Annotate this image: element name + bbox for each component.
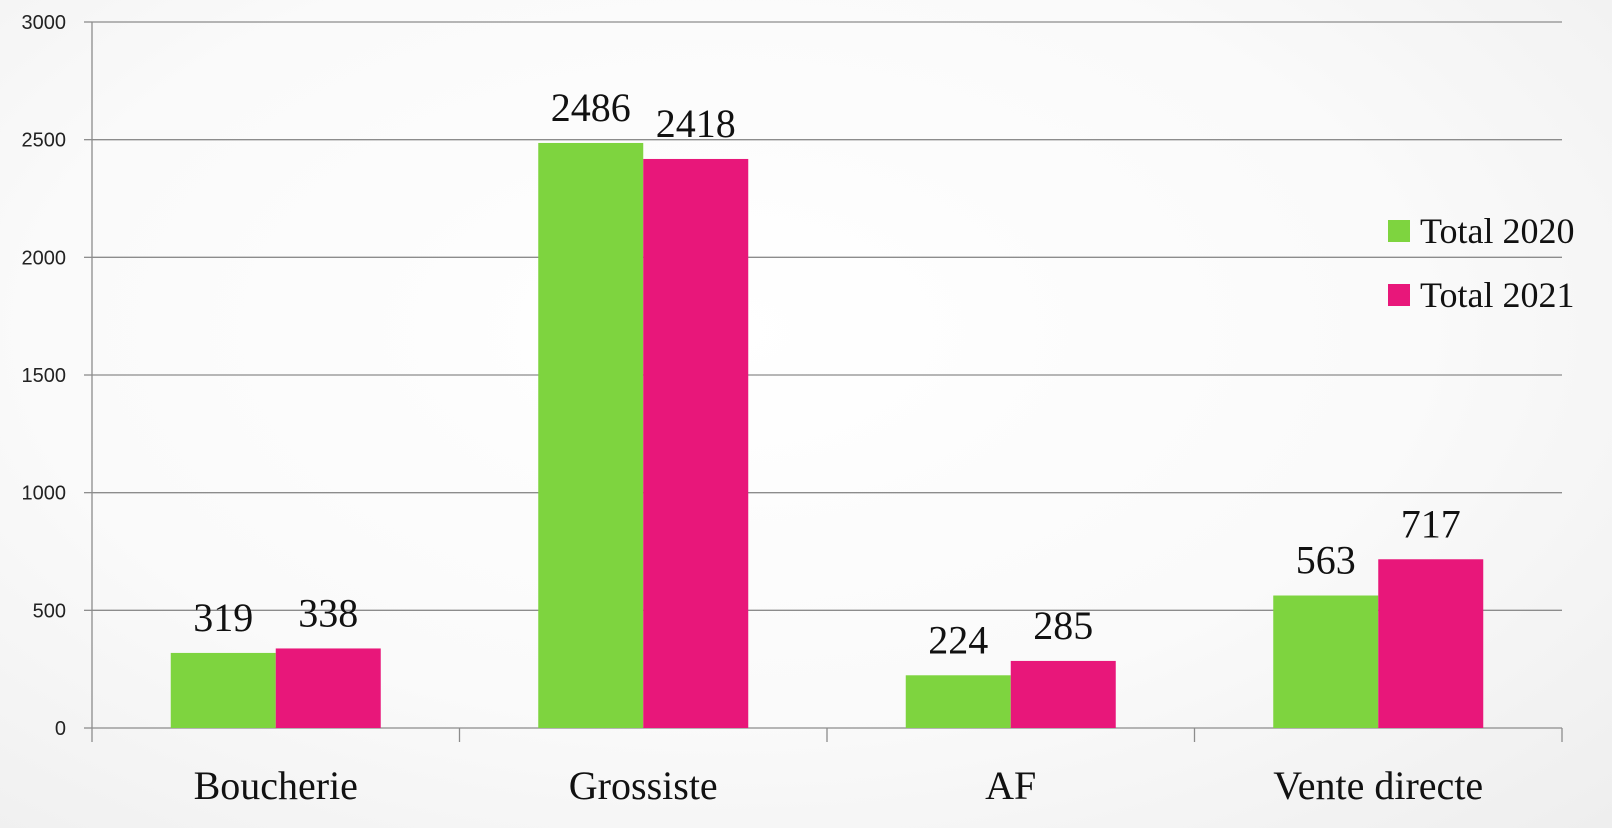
data-label-total-2020-grossiste: 2486 (551, 85, 631, 130)
y-tick-label: 2000 (22, 247, 67, 269)
data-label-total-2020-boucherie: 319 (193, 595, 253, 640)
bar-total-2020-grossiste (538, 142, 644, 729)
x-tick-label-grossiste: Grossiste (569, 763, 718, 808)
legend-swatch-total-2020 (1388, 220, 1410, 242)
data-label-total-2021-grossiste: 2418 (656, 101, 736, 146)
bar-total-2020-af (905, 675, 1011, 728)
legend-swatch-total-2021 (1388, 284, 1410, 306)
y-tick-label: 1500 (22, 365, 67, 387)
data-label-total-2021-vente-directe: 717 (1401, 501, 1461, 546)
data-label-total-2021-af: 285 (1033, 603, 1093, 648)
legend-label-total-2020: Total 2020 (1420, 211, 1574, 251)
y-tick-label: 500 (33, 600, 66, 622)
bar-total-2021-vente-directe (1378, 559, 1484, 728)
bar-total-2021-boucherie (275, 648, 381, 728)
bar-total-2020-boucherie (170, 652, 276, 728)
y-tick-label: 3000 (22, 12, 67, 34)
bars (170, 142, 1484, 729)
bar-total-2021-grossiste (643, 158, 749, 729)
y-tick-label: 0 (55, 718, 66, 740)
x-tick-label-af: AF (985, 763, 1036, 808)
x-tick-label-boucherie: Boucherie (194, 763, 358, 808)
y-tick-label: 2500 (22, 130, 67, 152)
bar-total-2020-vente-directe (1273, 595, 1379, 728)
y-tick-label: 1000 (22, 483, 67, 505)
gridlines (92, 21, 1562, 611)
data-label-total-2021-boucherie: 338 (298, 590, 358, 635)
bar-total-2021-af (1010, 660, 1116, 728)
legend: Total 2020 Total 2021 (1388, 211, 1574, 315)
legend-label-total-2021: Total 2021 (1420, 275, 1574, 315)
data-label-total-2020-af: 224 (928, 617, 988, 662)
data-label-total-2020-vente-directe: 563 (1296, 538, 1356, 583)
x-tick-label-vente-directe: Vente directe (1273, 763, 1483, 808)
data-labels: 319 2486 224 563 338 2418 285 717 (193, 85, 1461, 662)
